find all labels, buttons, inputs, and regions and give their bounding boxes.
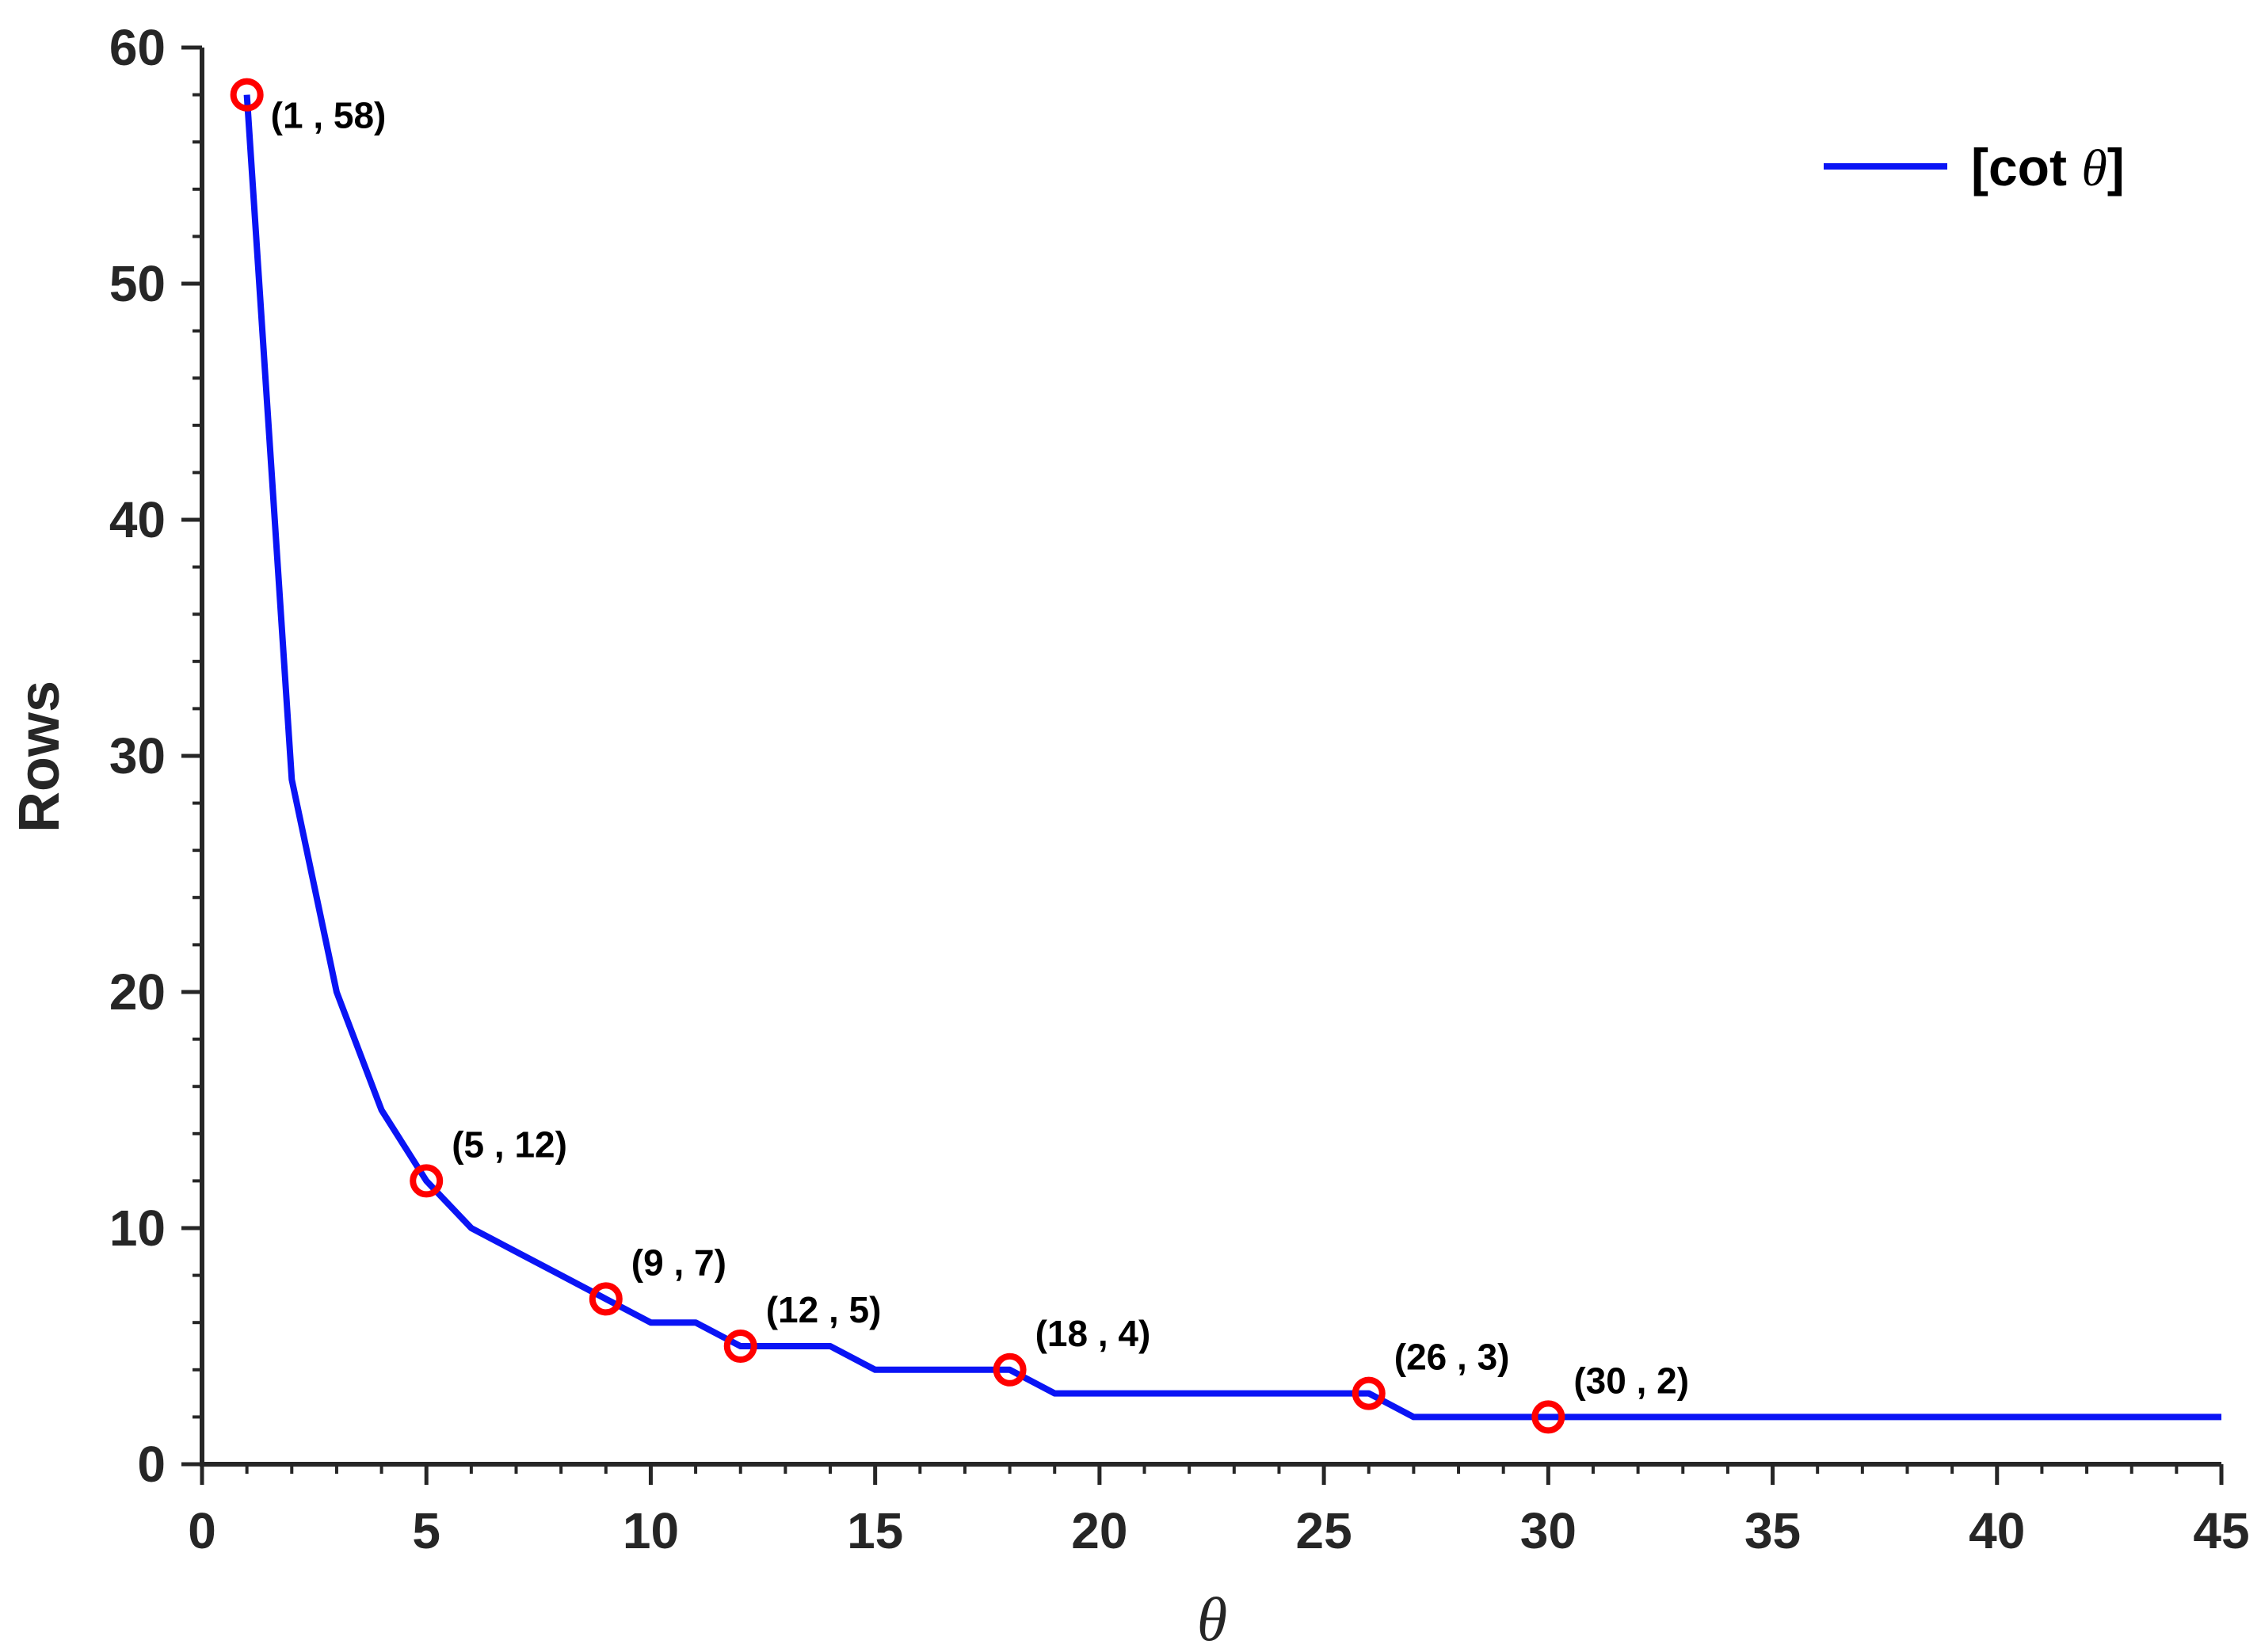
y-tick-label: 60	[109, 19, 166, 76]
legend: [cot θ]	[1824, 138, 2125, 197]
point-annotation: (5 , 12)	[452, 1124, 567, 1165]
point-annotation: (9 , 7)	[631, 1242, 726, 1283]
highlight-marker	[723, 1330, 757, 1363]
x-tick-label: 0	[188, 1502, 216, 1559]
highlight-marker	[1531, 1400, 1565, 1434]
axes	[200, 48, 2221, 1467]
x-tick-label: 35	[1744, 1502, 1801, 1559]
markers: (1 , 58) (5 , 12) (9 , 7) (12 , 5) (18 , 4) (…	[230, 78, 1689, 1434]
series-line	[243, 94, 2221, 1421]
point-annotation: (18 , 4)	[1035, 1313, 1151, 1354]
highlight-marker	[1352, 1376, 1386, 1410]
y-tick-label: 40	[109, 491, 166, 548]
x-tick-label: 15	[847, 1502, 903, 1559]
x-tick-label: 5	[412, 1502, 440, 1559]
point-annotation: (1 , 58)	[271, 95, 387, 136]
highlight-marker	[993, 1353, 1027, 1387]
ticks: 0 5 10 15 20 25 30 35 40 45 0 10 20 30 40 50 60	[109, 19, 2250, 1559]
series-layer	[243, 94, 2221, 1421]
x-tick-label: 20	[1071, 1502, 1127, 1559]
highlight-marker	[410, 1164, 444, 1198]
y-tick-label: 10	[109, 1200, 166, 1257]
point-annotation: (30 , 2)	[1573, 1360, 1689, 1401]
highlight-marker	[589, 1282, 623, 1316]
x-axis-title: θ	[1197, 1585, 1227, 1652]
point-annotation: (26 , 3)	[1394, 1337, 1510, 1378]
x-tick-label: 40	[1969, 1502, 2025, 1559]
x-tick-label: 30	[1520, 1502, 1577, 1559]
y-tick-label: 20	[109, 963, 166, 1021]
y-tick-label: 30	[109, 727, 166, 784]
y-tick-label: 0	[137, 1436, 166, 1493]
x-tick-label: 10	[623, 1502, 679, 1559]
point-annotation: (12 , 5)	[766, 1289, 882, 1330]
y-tick-label: 50	[109, 255, 166, 312]
highlight-marker	[230, 78, 264, 112]
legend-label: [cot θ]	[1971, 138, 2125, 197]
x-tick-label: 25	[1296, 1502, 1352, 1559]
x-tick-label: 45	[2193, 1502, 2249, 1559]
y-axis-title: Rows	[8, 681, 71, 833]
